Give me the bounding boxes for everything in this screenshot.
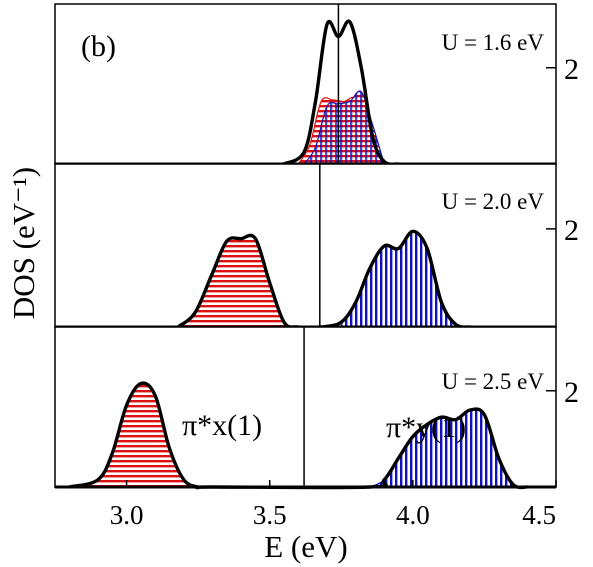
x-tick-label: 3.0 [110,500,144,530]
right-y-tick-label: 2 [564,376,579,409]
panel-3: 2 U = 2.5 eV π*x(1) π*y(1) [54,326,579,490]
orbital-label-pi-x: π*x(1) [182,409,262,442]
orbital-label-pi-y: π*y(1) [386,411,466,444]
panel-background [55,4,556,164]
panel-2: 2 U = 2.0 eV [54,163,579,330]
u-value-label: U = 2.5 eV [442,369,545,394]
panel-background [55,164,556,327]
panel-label-b: (b) [81,30,116,63]
x-axis-title: E (eV) [264,529,347,564]
y-axis-title: DOS (eV⁻¹) [6,167,41,319]
panel-1: 2 U = 1.6 eV [54,3,579,166]
u-value-label: U = 2.0 eV [442,189,545,214]
x-tick-label: 4.0 [396,500,430,530]
x-tick-label: 3.5 [253,500,287,530]
total-dos-line [283,19,399,166]
right-y-tick-label: 2 [564,53,579,86]
right-y-tick-label: 2 [564,214,579,247]
panels: 2 U = 1.6 eV 2 U = 2.0 eV 2 U = 2.5 eV π*x(1) π… [54,3,579,530]
panel-frame [54,326,557,488]
series-fill-pi-y [302,90,386,165]
u-value-label: U = 1.6 eV [442,30,545,55]
x-tick-label: 4.5 [522,500,556,530]
